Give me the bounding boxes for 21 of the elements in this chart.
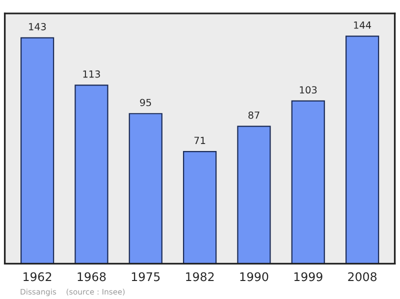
data-label: 144 (354, 22, 372, 29)
x-tick-label: 1982 (186, 272, 214, 282)
bar (182, 150, 217, 264)
bar (345, 36, 380, 264)
x-tick-label: 1962 (24, 272, 52, 282)
data-label: 87 (248, 111, 260, 119)
bar (74, 84, 108, 264)
bar (237, 126, 271, 264)
data-label: 143 (29, 22, 46, 30)
data-label: 95 (140, 98, 151, 106)
x-tick-label: 1999 (294, 272, 322, 282)
data-label: 103 (300, 86, 317, 94)
x-tick-label: 2008 (348, 272, 377, 282)
bar (128, 113, 162, 264)
x-tick-label: 1968 (78, 272, 106, 282)
bar (20, 37, 54, 264)
x-tick-label: 1990 (240, 272, 268, 282)
data-label: 71 (194, 136, 206, 144)
bar (291, 100, 325, 264)
x-tick-label: 1975 (132, 272, 160, 282)
data-label: 113 (83, 70, 100, 78)
